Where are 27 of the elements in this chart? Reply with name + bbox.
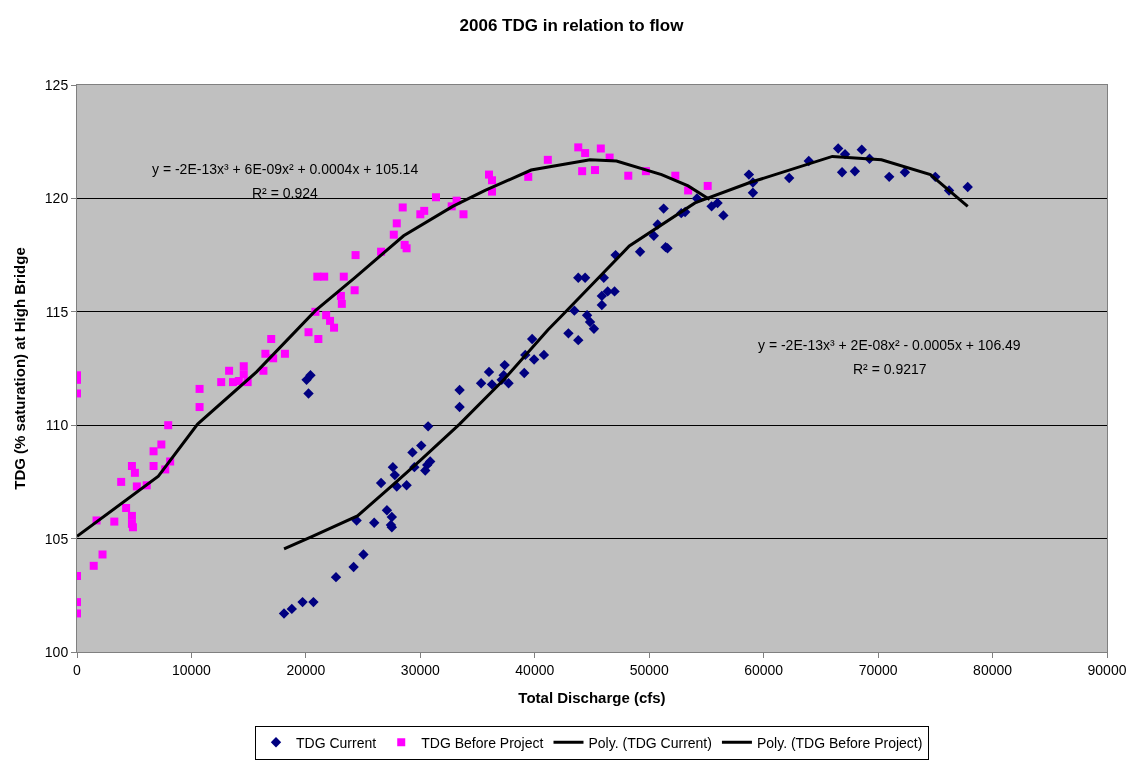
annotation: R² = 0.9217 (853, 361, 927, 377)
annotation: y = -2E-13x³ + 6E-09x² + 0.0004x + 105.14 (152, 161, 419, 177)
y-axis-title: TDG (% saturation) at High Bridge (11, 247, 29, 490)
legend-label: TDG Before Project (421, 734, 544, 751)
x-tick-label: 20000 (286, 661, 326, 678)
annotation: R² = 0.924 (252, 185, 318, 201)
x-tick-label: 50000 (629, 661, 669, 678)
legend-label: TDG Current (296, 734, 377, 751)
x-tick-label: 60000 (744, 661, 784, 678)
y-tick-label: 100 (44, 643, 69, 660)
x-tick-label: 90000 (1087, 661, 1127, 678)
x-tick-label: 10000 (171, 661, 212, 678)
y-tick-label: 125 (44, 76, 69, 93)
x-tick-label: 80000 (973, 661, 1013, 678)
x-tick-label: 0 (73, 661, 82, 678)
y-tick-label: 120 (44, 190, 69, 207)
annotation: y = -2E-13x³ + 2E-08x² - 0.0005x + 106.49 (758, 337, 1021, 353)
y-tick-label: 110 (45, 417, 69, 434)
x-tick-label: 30000 (400, 661, 441, 678)
legend-label: Poly. (TDG Current) (588, 734, 712, 751)
legend-label: Poly. (TDG Before Project) (756, 734, 923, 751)
x-axis-title: Total Discharge (cfs) (518, 688, 666, 706)
x-tick-label: 40000 (515, 661, 555, 678)
y-tick-label: 115 (45, 303, 69, 320)
x-tick-label: 70000 (858, 661, 898, 678)
chart-title: 2006 TDG in relation to flow (459, 16, 685, 36)
y-tick-label: 105 (44, 530, 69, 547)
